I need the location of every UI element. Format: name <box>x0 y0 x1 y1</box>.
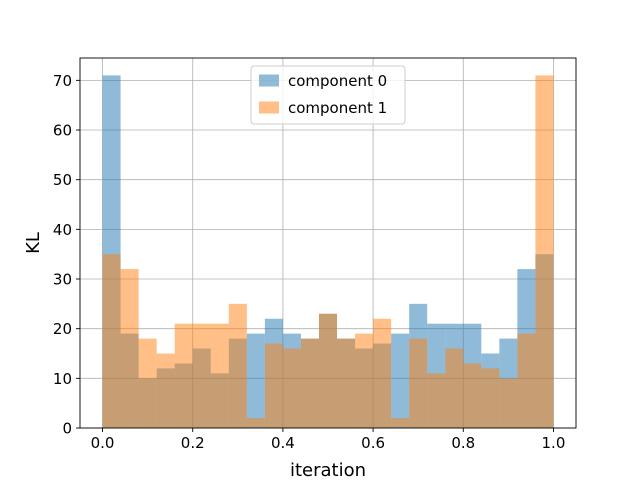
histogram-bar-component-1 <box>210 323 229 428</box>
histogram-bar-component-1 <box>337 338 356 428</box>
histogram-bar-component-1 <box>300 338 319 428</box>
y-tick-label: 0 <box>62 420 72 438</box>
histogram-bar-component-1 <box>445 348 464 428</box>
histogram-bar-component-1 <box>120 269 139 428</box>
y-tick-label: 70 <box>53 72 72 90</box>
histogram-bar-component-0 <box>391 333 410 428</box>
x-tick-label: 0.8 <box>451 434 475 452</box>
x-tick-label: 1.0 <box>542 434 566 452</box>
histogram-bar-component-1 <box>138 338 157 428</box>
histogram-bar-component-1 <box>282 348 301 428</box>
histogram-bar-component-1 <box>102 254 121 428</box>
legend: component 0 component 1 <box>250 65 406 125</box>
histogram-bar-component-1 <box>174 323 193 428</box>
histogram-bar-component-1 <box>156 353 175 428</box>
histogram-bar-component-1 <box>535 75 554 428</box>
y-tick-label: 10 <box>53 370 72 388</box>
histogram-bar-component-1 <box>427 373 446 428</box>
legend-swatch-component-0 <box>259 74 279 87</box>
histogram-bar-component-1 <box>373 318 392 428</box>
y-axis-label: KL <box>23 232 44 254</box>
histogram-bar-component-1 <box>192 323 211 428</box>
x-tick-label: 0.0 <box>91 434 115 452</box>
x-tick-label: 0.6 <box>361 434 385 452</box>
histogram-bar-component-1 <box>463 363 482 428</box>
plot-frame <box>79 57 577 429</box>
histogram-bar-component-1 <box>264 343 283 428</box>
histogram-bar-component-1 <box>228 303 247 428</box>
y-tick-label: 60 <box>53 122 72 140</box>
x-tick-label: 0.4 <box>271 434 295 452</box>
y-tick-label: 20 <box>53 320 72 338</box>
histogram-bar-component-0 <box>246 333 265 428</box>
legend-swatch-component-1 <box>259 101 279 114</box>
histogram-bar-component-1 <box>481 368 500 428</box>
histogram-bar-component-1 <box>391 418 410 428</box>
histogram-bars <box>102 75 554 428</box>
histogram-bar-component-1 <box>499 378 518 428</box>
legend-box <box>250 65 406 125</box>
y-tick-label: 40 <box>53 221 72 239</box>
histogram-bar-component-1 <box>318 313 338 428</box>
histogram-bar-component-1 <box>355 333 374 428</box>
legend-label-component-1: component 1 <box>288 99 387 117</box>
histogram-bar-component-1 <box>246 418 265 428</box>
y-tick-label: 50 <box>53 171 72 189</box>
histogram-bar-component-1 <box>409 338 428 428</box>
legend-label-component-0: component 0 <box>288 72 387 90</box>
y-tick-label: 30 <box>53 271 72 289</box>
axis-ticks: 0.0 0.2 0.4 0.6 0.8 1.0 0 10 20 30 40 50 60 70 <box>53 72 565 452</box>
histogram-bar-component-1 <box>517 333 536 428</box>
x-axis-label: iteration <box>290 460 366 480</box>
x-tick-label: 0.2 <box>181 434 205 452</box>
